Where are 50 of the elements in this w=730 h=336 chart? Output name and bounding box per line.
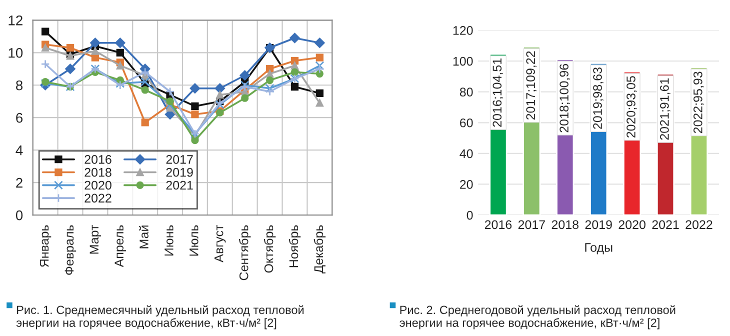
x-tick-label: Июль bbox=[190, 225, 198, 256]
data-label: 2017;109,22 bbox=[526, 51, 537, 120]
data-label: 2019;98,63 bbox=[593, 68, 604, 129]
legend-label: 2019 bbox=[166, 168, 193, 177]
legend-label: 2021 bbox=[166, 180, 193, 190]
y-tick-label: 2 bbox=[16, 178, 22, 188]
x-tick-label: Январь bbox=[40, 225, 52, 268]
legend-label: 2016 bbox=[84, 155, 112, 164]
y-tick-label: 40 bbox=[460, 149, 473, 158]
legend-label: 2020 bbox=[84, 180, 112, 190]
x-tick-label: 2016 bbox=[484, 220, 512, 230]
y-tick-label: 4 bbox=[16, 146, 23, 156]
y-tick-label: 80 bbox=[460, 88, 473, 96]
legend-label: 2022 bbox=[84, 194, 112, 203]
data-label: 2016;104,51 bbox=[492, 58, 504, 127]
y-tick-label: 0 bbox=[466, 210, 473, 220]
text: Рис. 1. Среднемесячный удельный расход тепловой энергии на горячее водоснабжение, кВт·ч/м² [2] bbox=[16, 305, 304, 330]
data-label: 2018;100,96 bbox=[560, 64, 570, 132]
y-tick-label: 10 bbox=[8, 48, 23, 58]
x-tick-label: 2019 bbox=[585, 220, 612, 230]
x-tick-label: Апрель bbox=[114, 225, 126, 268]
y-tick-label: 60 bbox=[460, 118, 473, 128]
x-tick-label: 2021 bbox=[652, 220, 679, 230]
x-axis-title: Годы bbox=[585, 243, 612, 254]
x-tick-label: Март bbox=[90, 224, 102, 254]
data-label: 2020;93,05 bbox=[626, 76, 637, 138]
y-tick-label: 100 bbox=[453, 56, 473, 66]
y-tick-label: 12 bbox=[8, 15, 22, 26]
x-tick-label: 2020 bbox=[618, 220, 646, 230]
data-label: 2022;95,93 bbox=[693, 72, 704, 134]
x-tick-label: Август bbox=[214, 224, 226, 262]
y-tick-label: 0 bbox=[16, 210, 23, 220]
x-tick-label: Февраль bbox=[64, 225, 76, 275]
y-tick-label: 8 bbox=[16, 80, 23, 90]
x-tick-label: 2022 bbox=[686, 220, 712, 230]
x-tick-label: Июнь bbox=[164, 225, 174, 256]
y-tick-label: 6 bbox=[16, 112, 23, 123]
legend-label: 2017 bbox=[166, 155, 193, 164]
x-tick-label: Октябрь bbox=[264, 225, 276, 273]
x-tick-label: Ноябрь bbox=[288, 225, 301, 268]
data-label: 2021;91,61 bbox=[660, 78, 670, 140]
y-tick-label: 120 bbox=[453, 26, 473, 35]
x-tick-label: Декабрь bbox=[314, 225, 326, 274]
legend-label: 2018 bbox=[84, 168, 112, 177]
text: Рис. 2. Среднегодовой удельный расход тепловой энергии на горячее водоснабжение, кВт·ч/м² [2] bbox=[400, 305, 676, 330]
x-tick-label: 2017 bbox=[518, 220, 545, 230]
x-tick-label: 2018 bbox=[552, 220, 579, 230]
x-tick-label: Май bbox=[139, 226, 148, 248]
x-tick-label: Сентябрь bbox=[238, 225, 251, 280]
y-tick-label: 20 bbox=[460, 180, 473, 189]
